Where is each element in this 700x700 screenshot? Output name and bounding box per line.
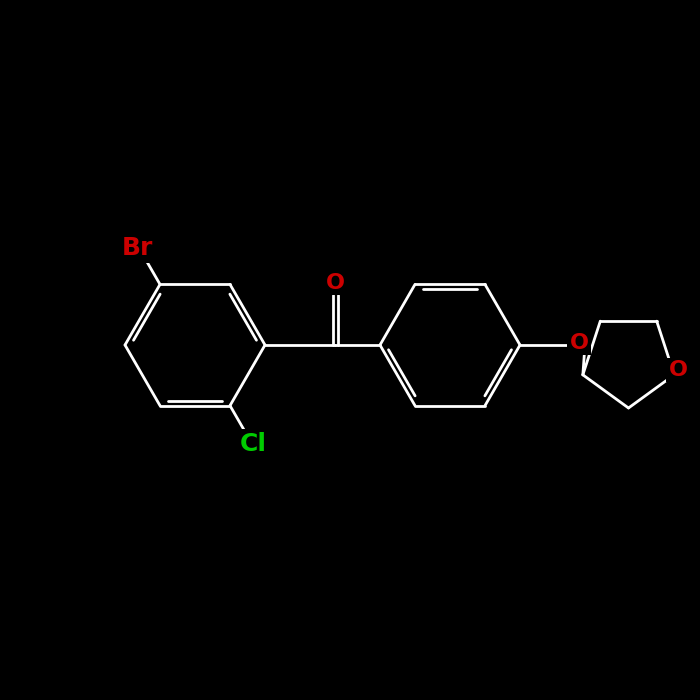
Text: O: O <box>570 333 589 353</box>
Text: Cl: Cl <box>239 432 267 456</box>
Text: Br: Br <box>121 236 153 260</box>
Text: O: O <box>326 273 344 293</box>
Text: O: O <box>668 360 687 380</box>
